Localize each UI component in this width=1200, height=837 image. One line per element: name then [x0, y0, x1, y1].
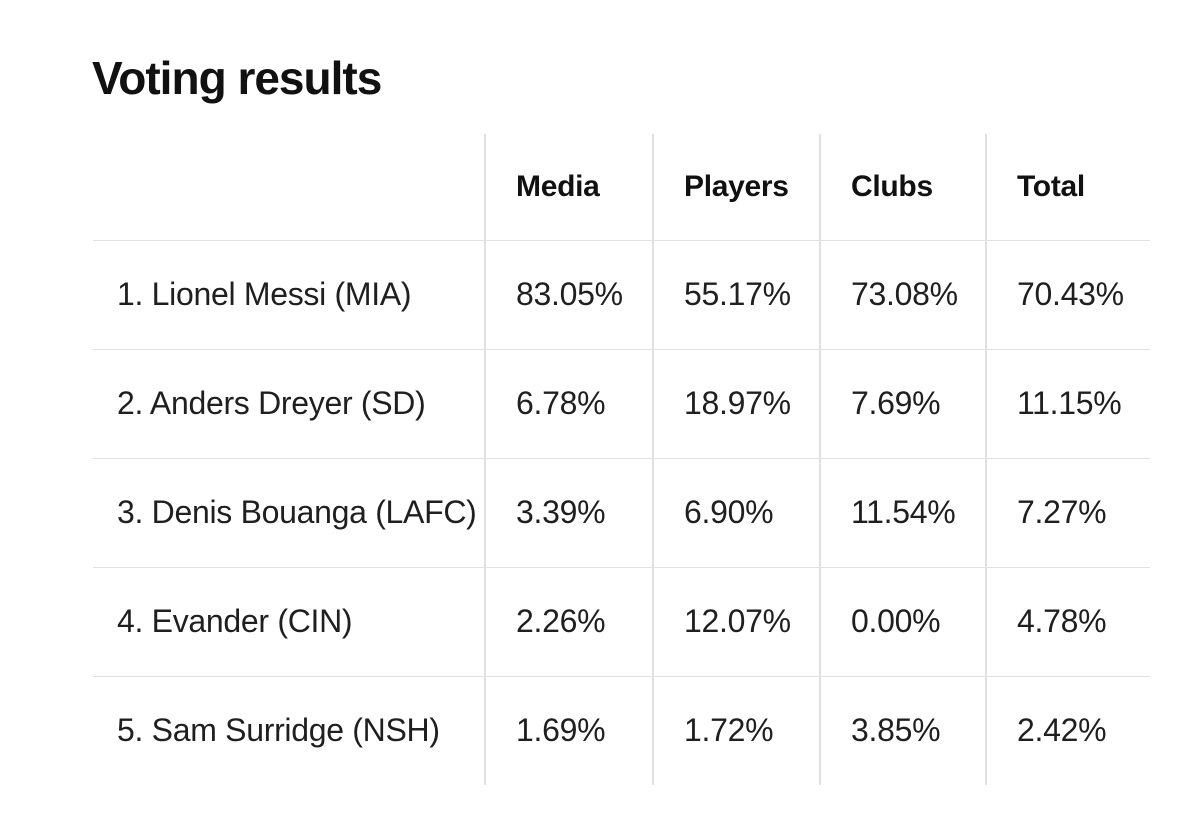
header-empty-cell: [93, 134, 485, 240]
column-header-total: Total: [985, 134, 1150, 240]
column-header-clubs: Clubs: [819, 134, 986, 240]
clubs-value-cell: 7.69%: [819, 349, 986, 458]
total-value-cell: 70.43%: [985, 240, 1150, 349]
page-title: Voting results: [92, 52, 382, 104]
clubs-value-cell: 3.85%: [819, 676, 986, 785]
clubs-value-cell: 11.54%: [819, 458, 986, 567]
media-value-cell: 83.05%: [484, 240, 653, 349]
table-row: 4. Evander (CIN) 2.26% 12.07% 0.00% 4.78…: [93, 567, 1150, 676]
column-header-media: Media: [484, 134, 653, 240]
table-row: 2. Anders Dreyer (SD) 6.78% 18.97% 7.69%…: [93, 349, 1150, 458]
header-row: Media Players Clubs Total: [93, 134, 1150, 240]
player-name-cell: 1. Lionel Messi (MIA): [117, 276, 412, 312]
media-value-cell: 3.39%: [484, 458, 653, 567]
voting-results-table: Media Players Clubs Total 1. Lionel Mess…: [93, 134, 1150, 785]
total-value-cell: 11.15%: [985, 349, 1150, 458]
players-value-cell: 55.17%: [652, 240, 820, 349]
clubs-value-cell: 73.08%: [819, 240, 986, 349]
column-header-players: Players: [652, 134, 820, 240]
players-value-cell: 1.72%: [652, 676, 820, 785]
player-name-cell: 5. Sam Surridge (NSH): [117, 712, 440, 749]
voting-results-page: Voting results Media Players Clubs Total…: [92, 52, 1150, 785]
players-value-cell: 12.07%: [652, 567, 820, 676]
player-name-cell: 2. Anders Dreyer (SD): [117, 385, 426, 421]
player-name-cell: 3. Denis Bouanga (LAFC): [117, 494, 477, 530]
media-value-cell: 2.26%: [484, 567, 653, 676]
total-value-cell: 7.27%: [985, 458, 1150, 567]
table-header: Media Players Clubs Total: [93, 134, 1150, 240]
players-value-cell: 18.97%: [652, 349, 820, 458]
total-value-cell: 2.42%: [985, 676, 1150, 785]
table-row: 5. Sam Surridge (NSH) 1.69% 1.72% 3.85% …: [93, 676, 1150, 785]
clubs-value-cell: 0.00%: [819, 567, 986, 676]
player-name-cell: 4. Evander (CIN): [117, 603, 353, 639]
media-value-cell: 1.69%: [484, 676, 653, 785]
table-row: 3. Denis Bouanga (LAFC) 3.39% 6.90% 11.5…: [93, 458, 1150, 567]
table-row: 1. Lionel Messi (MIA) 83.05% 55.17% 73.0…: [93, 240, 1150, 349]
total-value-cell: 4.78%: [985, 567, 1150, 676]
table-body: 1. Lionel Messi (MIA) 83.05% 55.17% 73.0…: [93, 240, 1150, 785]
players-value-cell: 6.90%: [652, 458, 820, 567]
media-value-cell: 6.78%: [484, 349, 653, 458]
